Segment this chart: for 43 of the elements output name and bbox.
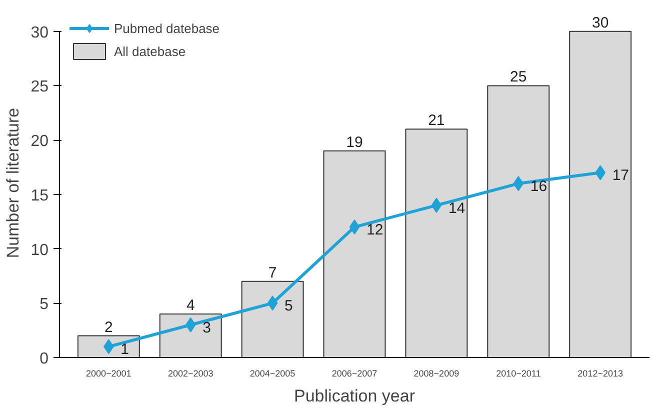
x-tick-label: 2000~2001 [86, 368, 132, 378]
data-label: 30 [592, 14, 609, 32]
x-tick-label: 2008~2009 [414, 368, 460, 378]
data-label: 4 [186, 297, 195, 314]
data-label: 14 [448, 200, 466, 217]
bar [323, 150, 386, 358]
x-axis-title: Publication year [294, 386, 416, 406]
bar [487, 85, 550, 358]
bar [569, 30, 632, 358]
bar [241, 280, 304, 358]
bar [159, 314, 222, 358]
x-tick-label: 2002~2003 [168, 368, 214, 378]
data-label: 1 [120, 341, 130, 358]
y-tick-label: 20 [30, 133, 49, 150]
x-tick-label: 2012~2013 [578, 368, 623, 378]
data-label: 12 [366, 222, 384, 239]
point [349, 220, 360, 235]
x-tick-label: 2006~2007 [332, 368, 378, 378]
data-label: 25 [510, 68, 527, 86]
x-tick-label: 2004~2005 [250, 368, 296, 378]
y-tick-label: 25 [30, 78, 49, 96]
data-label: 5 [284, 298, 293, 315]
point [513, 176, 524, 192]
legend-label: All datebase [114, 44, 186, 58]
y-axis-title: Number of literature [4, 108, 23, 258]
data-label: 2 [104, 318, 113, 336]
y-tick-label: 30 [30, 24, 49, 42]
y-tick-label: 10 [30, 242, 49, 259]
y-tick-label: 5 [40, 296, 49, 314]
data-label: 21 [428, 112, 445, 130]
x-tick-label: 2010~2011 [496, 368, 541, 378]
data-label: 16 [530, 178, 548, 196]
bar [405, 128, 468, 358]
y-tick-label: 0 [40, 350, 49, 368]
point [431, 198, 442, 213]
data-label: 19 [346, 134, 363, 151]
legend-label: Pubmed datebase [114, 20, 220, 36]
point [267, 296, 278, 311]
data-label: 7 [268, 264, 277, 282]
y-tick-label: 15 [30, 187, 49, 204]
data-label: 17 [612, 167, 630, 184]
data-label: 3 [202, 319, 211, 336]
point [185, 317, 196, 332]
